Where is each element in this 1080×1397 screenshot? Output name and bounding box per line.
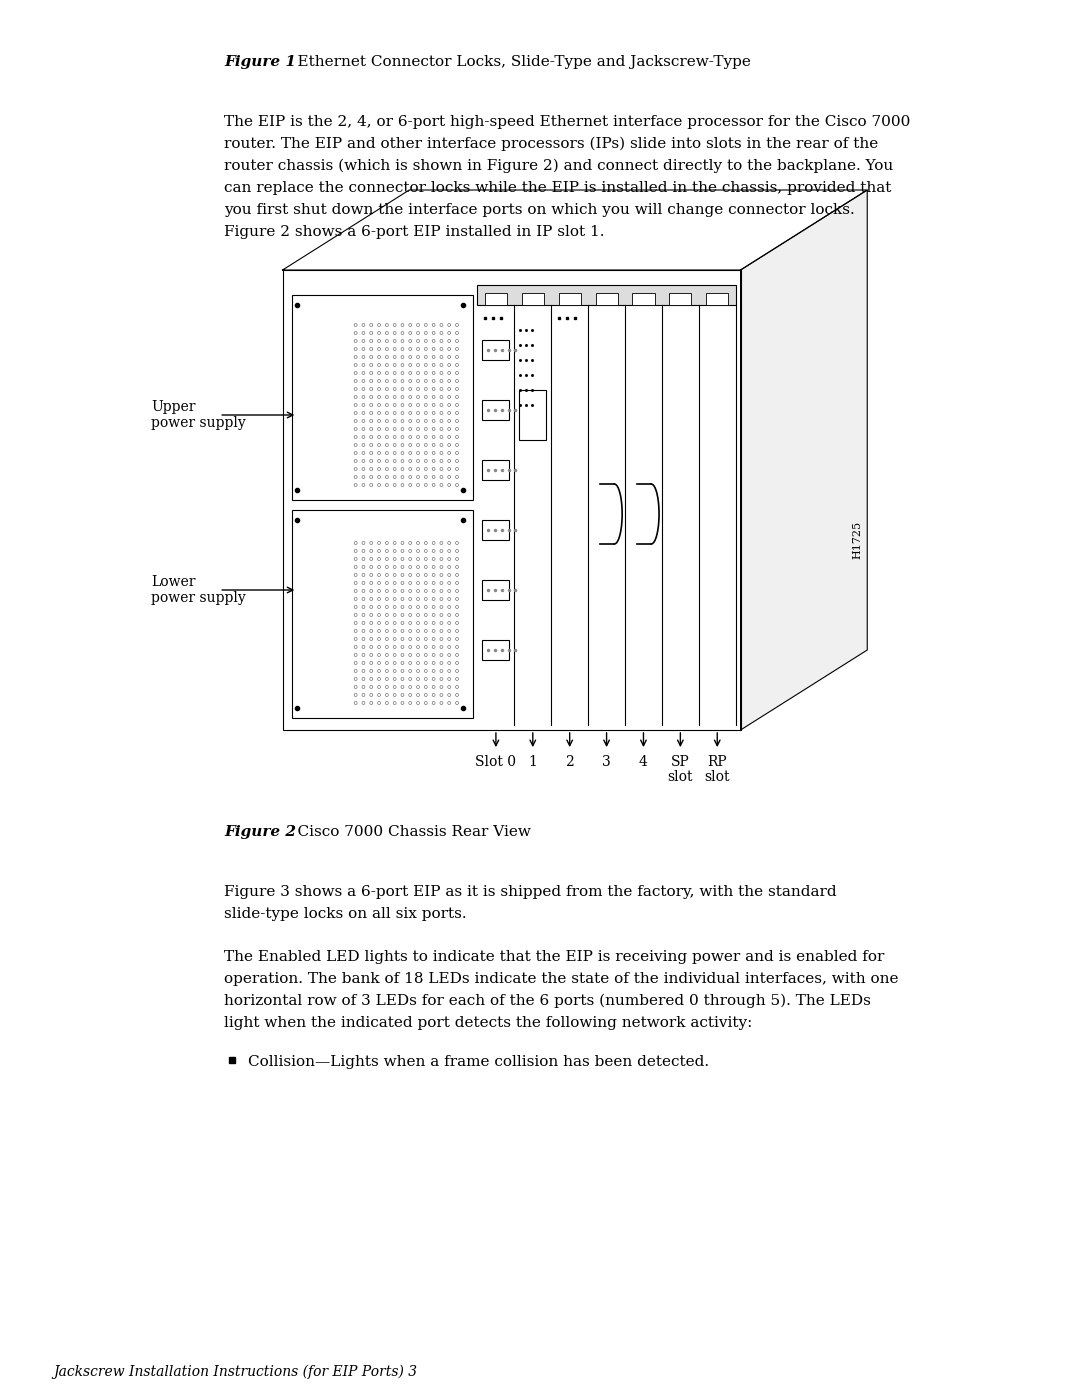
Text: Jackscrew Installation Instructions (for EIP Ports) 3: Jackscrew Installation Instructions (for… <box>54 1365 418 1379</box>
Text: The EIP is the 2, 4, or 6-port high-speed Ethernet interface processor for the C: The EIP is the 2, 4, or 6-port high-spee… <box>225 115 910 129</box>
Bar <box>483 400 510 420</box>
Text: light when the indicated port detects the following network activity:: light when the indicated port detects th… <box>225 1016 753 1030</box>
Circle shape <box>300 577 343 622</box>
Text: slide-type locks on all six ports.: slide-type locks on all six ports. <box>225 907 467 921</box>
Bar <box>283 270 741 731</box>
Bar <box>293 510 473 718</box>
Text: router chassis (which is shown in Figure 2) and connect directly to the backplan: router chassis (which is shown in Figure… <box>225 159 893 173</box>
Text: you first shut down the interface ports on which you will change connector locks: you first shut down the interface ports … <box>225 203 855 217</box>
Text: Cisco 7000 Chassis Rear View: Cisco 7000 Chassis Rear View <box>278 826 530 840</box>
Bar <box>483 520 510 541</box>
Text: slot: slot <box>667 770 693 784</box>
Text: The Enabled LED lights to indicate that the EIP is receiving power and is enable: The Enabled LED lights to indicate that … <box>225 950 885 964</box>
Bar <box>483 460 510 481</box>
Text: slot: slot <box>704 770 730 784</box>
Text: Lower
power supply: Lower power supply <box>151 576 246 605</box>
Circle shape <box>312 373 332 393</box>
Text: Figure 2 shows a 6-port EIP installed in IP slot 1.: Figure 2 shows a 6-port EIP installed in… <box>225 225 605 239</box>
Circle shape <box>312 590 332 609</box>
Text: Figure 3 shows a 6-port EIP as it is shipped from the factory, with the standard: Figure 3 shows a 6-port EIP as it is shi… <box>225 886 837 900</box>
Text: SP: SP <box>671 754 690 768</box>
Bar <box>483 580 510 599</box>
Bar <box>519 390 546 440</box>
Bar <box>483 339 510 360</box>
Text: 4: 4 <box>639 754 648 768</box>
Bar <box>483 640 510 659</box>
Text: Upper
power supply: Upper power supply <box>151 400 246 430</box>
Text: can replace the connector locks while the EIP is installed in the chassis, provi: can replace the connector locks while th… <box>225 182 891 196</box>
Text: 3: 3 <box>603 754 611 768</box>
Text: RP: RP <box>707 754 727 768</box>
Bar <box>485 293 507 305</box>
Bar <box>558 293 581 305</box>
Bar <box>595 293 618 305</box>
Text: 1: 1 <box>528 754 537 768</box>
Text: router. The EIP and other interface processors (IPs) slide into slots in the rea: router. The EIP and other interface proc… <box>225 137 878 151</box>
Polygon shape <box>283 190 867 270</box>
Bar <box>293 295 473 500</box>
Bar <box>670 293 691 305</box>
Text: Figure 2: Figure 2 <box>225 826 296 840</box>
Text: Collision—Lights when a frame collision has been detected.: Collision—Lights when a frame collision … <box>248 1055 710 1069</box>
Bar <box>633 293 654 305</box>
Text: horizontal row of 3 LEDs for each of the 6 ports (numbered 0 through 5). The LED: horizontal row of 3 LEDs for each of the… <box>225 995 870 1009</box>
Text: 2: 2 <box>565 754 575 768</box>
Text: H1725: H1725 <box>852 521 863 559</box>
Bar <box>477 285 735 305</box>
Circle shape <box>300 360 343 405</box>
Bar <box>522 293 544 305</box>
Text: Slot 0: Slot 0 <box>475 754 516 768</box>
Polygon shape <box>741 190 867 731</box>
Text: Figure 1: Figure 1 <box>225 54 296 68</box>
Bar <box>706 293 728 305</box>
Text: operation. The bank of 18 LEDs indicate the state of the individual interfaces, : operation. The bank of 18 LEDs indicate … <box>225 972 899 986</box>
Text: Ethernet Connector Locks, Slide-Type and Jackscrew-Type: Ethernet Connector Locks, Slide-Type and… <box>278 54 751 68</box>
